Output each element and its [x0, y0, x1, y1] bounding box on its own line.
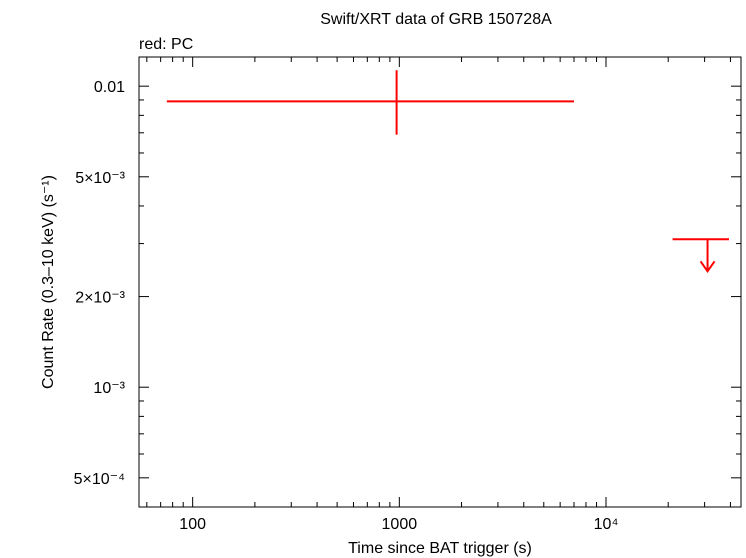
y-tick-label: 0.01: [94, 79, 125, 96]
axis-ticks: [139, 57, 741, 508]
data-marks: [166, 70, 729, 274]
x-tick-label: 1000: [382, 516, 418, 533]
x-axis-label: Time since BAT trigger (s): [348, 540, 532, 557]
y-tick-label: 2×10⁻³: [75, 290, 125, 307]
y-tick-label: 10⁻³: [93, 380, 125, 397]
y-tick-label: 5×10⁻³: [75, 170, 125, 187]
plot-frame: [138, 56, 742, 508]
axis-tick-labels: 100 1000 10⁴ 0.01 5×10⁻³ 2×10⁻³ 10⁻³ 5×10⁻⁴: [74, 79, 619, 533]
y-tick-label: 5×10⁻⁴: [74, 471, 125, 488]
chart-subtitle: red: PC: [139, 36, 193, 53]
upper-limit-arrow-head: [699, 260, 716, 274]
x-tick-label: 10⁴: [594, 516, 619, 533]
chart-title: Swift/XRT data of GRB 150728A: [320, 11, 552, 28]
x-tick-label: 100: [179, 516, 206, 533]
y-axis-label: Count Rate (0.3–10 keV) (s⁻¹): [40, 175, 57, 389]
